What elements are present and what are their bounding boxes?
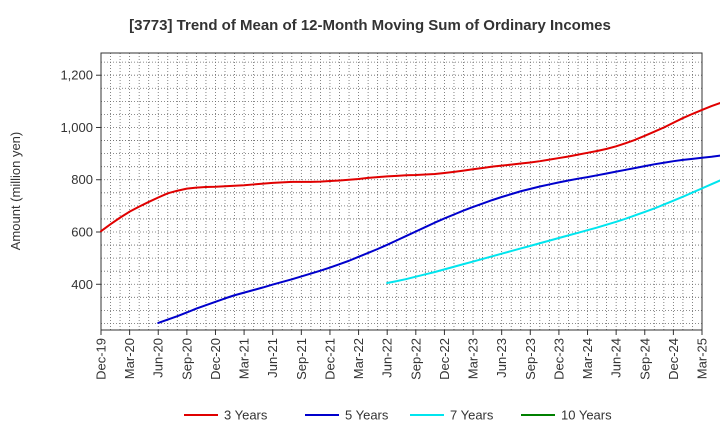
x-tick-label: Jun-21	[265, 338, 280, 378]
y-tick-label: 800	[71, 172, 93, 187]
grid-layer	[101, 53, 702, 330]
y-axis-label: Amount (million yen)	[8, 132, 23, 251]
legend-label-5-years: 5 Years	[345, 408, 389, 423]
x-tick-label: Dec-19	[94, 338, 109, 380]
x-tick-label: Jun-24	[609, 338, 624, 378]
x-tick-label: Dec-23	[551, 338, 566, 380]
x-tick-label: Jun-23	[494, 338, 509, 378]
chart-title: [3773] Trend of Mean of 12-Month Moving …	[129, 17, 611, 34]
y-tick-label: 400	[71, 277, 93, 292]
legend-label-3-years: 3 Years	[224, 408, 268, 423]
y-tick-label: 1,200	[60, 68, 93, 83]
series-line-7-years	[386, 179, 720, 284]
x-tick-label: Mar-24	[580, 338, 595, 379]
axis-layer: 400 600 800 1,000 1,200 Dec-19 Mar-20 Jun-20 Sep…	[60, 52, 710, 380]
x-tick-label: Sep-24	[637, 338, 652, 380]
legend-label-10-years: 10 Years	[561, 408, 612, 423]
series-layer	[100, 101, 720, 324]
x-tick-label: Mar-23	[466, 338, 481, 379]
legend-label-7-years: 7 Years	[450, 408, 494, 423]
x-tick-label: Dec-21	[322, 338, 337, 380]
plot-area-border	[100, 52, 703, 331]
x-tick-label: Sep-21	[294, 338, 309, 380]
x-tick-label: Dec-24	[666, 338, 681, 380]
x-tick-label: Jun-20	[151, 338, 166, 378]
legend: 3 Years 5 Years 7 Years 10 Years	[184, 408, 612, 423]
x-tick-label: Dec-22	[437, 338, 452, 380]
x-tick-label: Sep-23	[523, 338, 538, 380]
series-line-3-years	[100, 101, 720, 233]
x-tick-label: Mar-25	[695, 338, 710, 379]
x-tick-label: Dec-20	[208, 338, 223, 380]
y-tick-label: 1,000	[60, 120, 93, 135]
x-tick-label: Mar-21	[237, 338, 252, 379]
series-line-5-years	[157, 154, 720, 324]
y-tick-label: 600	[71, 225, 93, 240]
x-tick-label: Mar-20	[122, 338, 137, 379]
x-tick-label: Mar-22	[351, 338, 366, 379]
x-tick-label: Sep-20	[179, 338, 194, 380]
x-tick-label: Jun-22	[380, 338, 395, 378]
x-tick-label: Sep-22	[408, 338, 423, 380]
